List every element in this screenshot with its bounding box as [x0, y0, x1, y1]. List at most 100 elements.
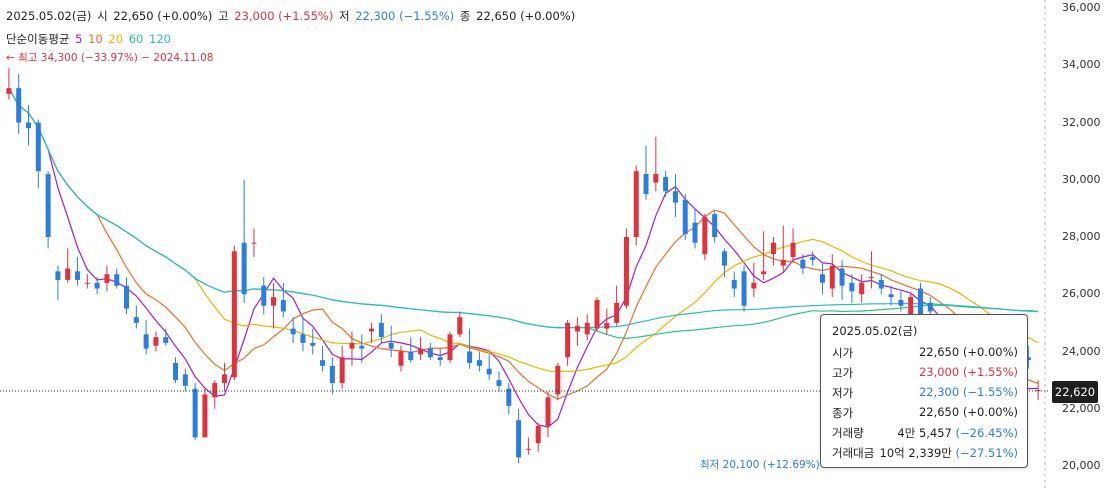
candle-body — [388, 342, 394, 349]
candle-body — [888, 294, 894, 298]
candle-body — [457, 317, 463, 335]
candle-body — [741, 271, 747, 306]
candle-body — [114, 274, 120, 286]
candle-body — [721, 251, 727, 266]
candle-body — [829, 265, 835, 289]
candle-body — [212, 382, 218, 398]
tooltip-value: 22,650 (+0.00%) — [918, 345, 1018, 359]
low-value: 22,300 (−1.55%) — [355, 9, 455, 23]
candle-body — [271, 297, 277, 306]
candle-body — [653, 174, 659, 183]
y-tick-label: 28,000 — [1062, 230, 1101, 243]
candle-body — [790, 242, 796, 258]
candle-body — [339, 357, 345, 383]
candle-body — [878, 279, 884, 289]
open-value: 22,650 (+0.00%) — [113, 9, 213, 23]
tooltip-value: 22,300 (−1.55%) — [918, 385, 1018, 399]
tooltip-value: 4만 5,457 (−26.45%) — [897, 425, 1018, 441]
candle-body — [75, 271, 81, 280]
candle-body — [859, 282, 865, 295]
tooltip-label: 종가 — [832, 406, 854, 420]
candle-body — [604, 322, 610, 329]
ma-legend[interactable]: 단순이동평균 5 10 20 60 120 — [6, 31, 173, 47]
candle-body — [104, 274, 110, 283]
y-tick-label: 22,000 — [1062, 401, 1101, 415]
candle-body — [927, 302, 933, 312]
candle-body — [173, 362, 179, 381]
candle-body — [751, 282, 757, 289]
candle-body — [780, 259, 786, 266]
tooltip-row-volume: 거래량 4만 5,457 (−26.45%) — [832, 425, 1018, 443]
candle-body — [770, 242, 776, 255]
candle-body — [1025, 357, 1031, 361]
candle-body — [427, 348, 433, 358]
candle-body — [202, 394, 208, 438]
candle-body — [251, 242, 257, 244]
tooltip-date: 2025.05.02(금) — [832, 324, 918, 338]
candle-body — [143, 334, 149, 349]
volume-value: 4만 5,457 — [897, 426, 952, 440]
close-value: 22,650 (+0.00%) — [476, 9, 576, 23]
candle-body — [84, 282, 90, 284]
tooltip-label: 시가 — [832, 346, 854, 360]
candle-body — [94, 282, 100, 289]
volume-change: (−26.45%) — [955, 426, 1018, 440]
ma-legend-5[interactable]: 5 — [75, 32, 83, 46]
amount-change: (−27.51%) — [955, 446, 1018, 460]
candle-body — [565, 322, 571, 358]
candle-body — [182, 374, 188, 386]
candle-body — [133, 317, 139, 323]
candle-body — [496, 380, 502, 386]
high-value: 23,000 (+1.55%) — [234, 9, 334, 23]
candle-body — [241, 242, 247, 295]
ma-legend-60[interactable]: 60 — [128, 32, 144, 46]
amount-value: 10억 2,339만 — [879, 446, 952, 460]
highest-price-note: ← 최고 34,300 (−33.97%) − 2024.11.08 — [6, 52, 214, 64]
candle-body — [447, 334, 453, 361]
candle-body — [231, 251, 237, 378]
candle-body — [594, 299, 600, 329]
ohlc-tooltip: 2025.05.02(금) 시가 22,650 (+0.00%) 고가 23,0… — [820, 314, 1028, 468]
candle-body — [153, 337, 159, 346]
candle-body — [320, 360, 326, 366]
candle-body — [310, 342, 316, 346]
tooltip-label: 저가 — [832, 386, 854, 400]
candle-body — [163, 337, 169, 343]
ma-line-5 — [8, 87, 1039, 428]
ma-legend-120[interactable]: 120 — [149, 32, 171, 46]
ma-line-10 — [8, 87, 1039, 400]
candle-body — [800, 259, 806, 269]
ohlc-header: 2025.05.02(금) 시 22,650 (+0.00%) 고 23,000… — [6, 8, 577, 24]
candle-body — [467, 351, 473, 363]
candle-body — [476, 360, 482, 366]
candle-body — [623, 237, 629, 306]
candle-body — [712, 214, 718, 237]
tooltip-value: 10억 2,339만 (−27.51%) — [880, 445, 1019, 461]
ma-legend-label: 단순이동평균 — [6, 32, 70, 46]
y-tick-label: 32,000 — [1062, 115, 1101, 129]
candle-body — [633, 171, 639, 237]
lowest-price-note: 최저 20,100 (+12.69%) → — [700, 459, 832, 471]
candle-body — [839, 268, 845, 286]
low-label: 저 — [338, 9, 350, 23]
candle-body — [672, 191, 678, 203]
candle-body — [574, 325, 580, 332]
candle-body — [6, 88, 12, 94]
candle-body — [506, 388, 512, 406]
candle-body — [516, 420, 522, 458]
candle-body — [545, 397, 551, 426]
tooltip-label: 거래대금 — [832, 446, 875, 460]
ma-legend-20[interactable]: 20 — [108, 32, 124, 46]
candle-body — [555, 365, 561, 395]
ma-line-120 — [8, 87, 1039, 329]
ma-legend-10[interactable]: 10 — [88, 32, 103, 46]
candle-body — [849, 282, 855, 292]
candle-body — [192, 388, 198, 438]
candle-body — [408, 351, 414, 361]
tooltip-row-high: 고가 23,000 (+1.55%) — [832, 365, 1018, 383]
tooltip-row-amount: 거래대금 10억 2,339만 (−27.51%) — [832, 445, 1018, 463]
open-label: 시 — [97, 9, 108, 23]
candle-body — [16, 88, 22, 123]
tooltip-value: 23,000 (+1.55%) — [918, 365, 1018, 379]
candle-body — [65, 268, 71, 280]
